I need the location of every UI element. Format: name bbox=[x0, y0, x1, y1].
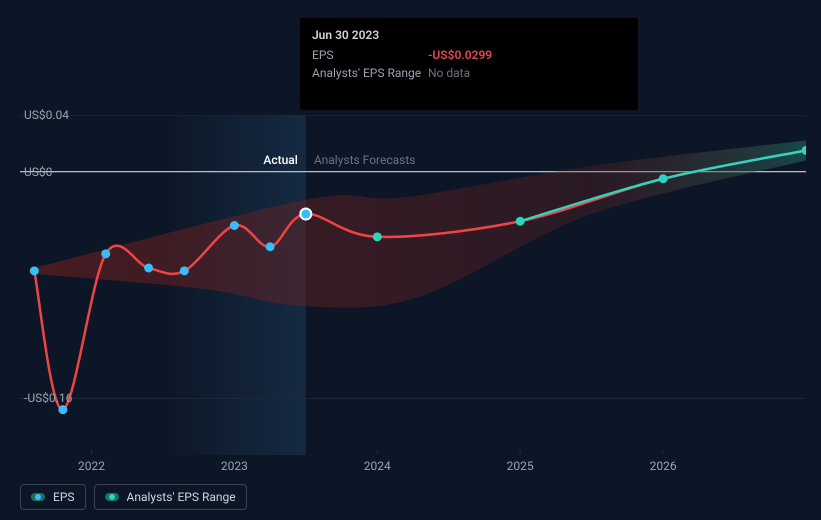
tooltip-row-value: -US$0.0299 bbox=[428, 48, 492, 62]
x-axis-label: 2022 bbox=[78, 459, 105, 473]
section-label-actual: Actual bbox=[263, 153, 297, 167]
tooltip-row-label: Analysts' EPS Range bbox=[312, 66, 428, 80]
legend: EPS Analysts' EPS Range bbox=[20, 484, 247, 510]
tooltip-row: EPS -US$0.0299 bbox=[312, 48, 626, 62]
tooltip-row: Analysts' EPS Range No data bbox=[312, 66, 626, 80]
legend-swatch bbox=[31, 493, 45, 501]
x-axis-label: 2024 bbox=[364, 459, 391, 473]
tooltip-row-value: No data bbox=[428, 66, 470, 80]
legend-item-eps[interactable]: EPS bbox=[20, 484, 86, 510]
legend-label: EPS bbox=[53, 490, 75, 504]
legend-swatch bbox=[105, 493, 119, 501]
tooltip-row-label: EPS bbox=[312, 48, 428, 62]
section-label-forecast: Analysts Forecasts bbox=[314, 153, 416, 167]
y-axis-label: US$0.04 bbox=[24, 108, 69, 122]
chart-area[interactable]: US$0.04US$0-US$0.1620222023202420252026A… bbox=[20, 115, 806, 455]
tooltip-date: Jun 30 2023 bbox=[312, 28, 626, 42]
x-axis-label: 2025 bbox=[507, 459, 534, 473]
x-axis-label: 2023 bbox=[221, 459, 248, 473]
x-axis-label: 2026 bbox=[650, 459, 677, 473]
legend-label: Analysts' EPS Range bbox=[127, 490, 236, 504]
legend-item-range[interactable]: Analysts' EPS Range bbox=[94, 484, 247, 510]
y-axis-label: US$0 bbox=[24, 165, 52, 179]
y-axis-label: -US$0.16 bbox=[24, 391, 72, 405]
tooltip: Jun 30 2023 EPS -US$0.0299 Analysts' EPS… bbox=[300, 18, 638, 110]
